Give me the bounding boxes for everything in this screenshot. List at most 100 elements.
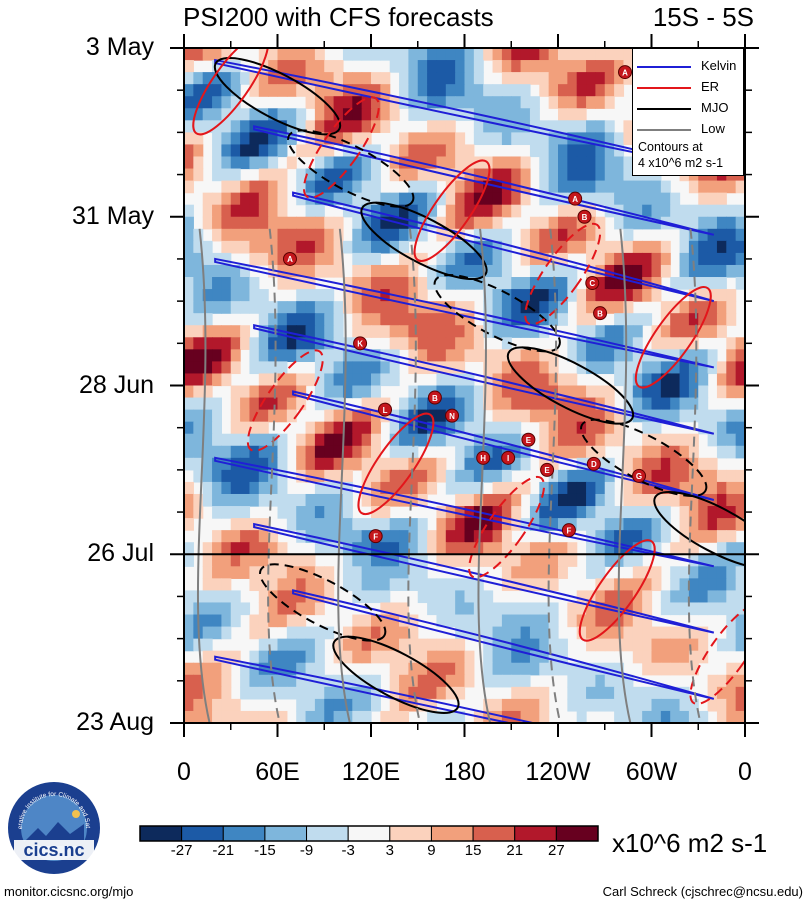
shading-cell (595, 361, 606, 375)
shading-cell (726, 493, 737, 507)
shading-cell (595, 192, 606, 206)
shading-cell (445, 277, 456, 290)
shading-cell (417, 192, 428, 206)
shading-cell (221, 710, 232, 723)
storm-marker: B (577, 209, 592, 224)
shading-cell (371, 325, 381, 338)
shading-cell (361, 590, 372, 604)
shading-cell (212, 216, 222, 230)
shading-cell (492, 530, 503, 543)
shading-cell (567, 542, 578, 555)
shading-cell (361, 361, 372, 375)
shading-cell (698, 602, 709, 616)
shading-cell (371, 638, 381, 652)
shading-cell (427, 264, 438, 278)
shading-cell (455, 144, 466, 158)
shading-cell (230, 337, 241, 350)
shading-cell (726, 361, 737, 375)
shading-cell (492, 542, 503, 555)
shading-cell (399, 445, 409, 459)
ytick-label: 26 Jul (87, 539, 154, 568)
shading-cell (445, 650, 456, 664)
shading-cell (408, 578, 419, 592)
shading-cell (258, 349, 269, 362)
storm-marker: A (282, 251, 297, 266)
shading-cell (735, 493, 745, 507)
shading-cell (576, 602, 587, 616)
shading-cell (473, 180, 484, 194)
shading-cell (576, 349, 587, 362)
shading-cell (427, 108, 438, 121)
shading-cell (202, 662, 213, 676)
shading-cell (642, 457, 653, 471)
shading-cell (333, 252, 344, 266)
shading-cell (268, 638, 279, 652)
shading-cell (614, 301, 625, 314)
shading-cell (660, 240, 671, 254)
shading-cell (586, 518, 596, 531)
shading-cell (389, 445, 400, 459)
shading-cell (548, 120, 559, 133)
shading-cell (333, 518, 344, 531)
shading-cell (305, 120, 316, 133)
shading-cell (230, 180, 241, 194)
shading-cell (735, 252, 745, 266)
shading-cell (614, 506, 625, 519)
shading-cell (408, 289, 419, 302)
shading-cell (380, 228, 391, 242)
shading-cell (212, 192, 222, 206)
shading-cell (492, 60, 503, 73)
shading-cell (202, 204, 213, 218)
shading-cell (268, 84, 279, 97)
shading-cell (249, 144, 260, 158)
shading-cell (240, 192, 251, 206)
shading-cell (586, 216, 596, 230)
shading-cell (258, 554, 269, 567)
shading-cell (286, 650, 297, 664)
shading-cell (483, 469, 494, 483)
shading-cell (333, 361, 344, 375)
shading-cell (511, 614, 522, 628)
shading-cell (492, 301, 503, 314)
shading-cell (539, 192, 550, 206)
shading-cell (202, 409, 213, 423)
shading-cell (660, 469, 671, 483)
shading-cell (651, 650, 662, 664)
shading-cell (184, 590, 194, 604)
shading-cell (632, 289, 643, 302)
shading-cell (212, 433, 222, 447)
shading-cell (221, 156, 232, 170)
shading-cell (660, 650, 671, 664)
shading-cell (427, 542, 438, 555)
shading-cell (567, 554, 578, 567)
shading-cell (483, 542, 494, 555)
shading-cell (445, 614, 456, 628)
shading-cell (455, 650, 466, 664)
shading-cell (249, 337, 260, 350)
shading-cell (389, 698, 400, 712)
shading-cell (716, 698, 727, 712)
shading-cell (184, 373, 194, 387)
shading-cell (558, 373, 568, 387)
shading-cell (305, 445, 316, 459)
shading-cell (660, 337, 671, 350)
shading-cell (735, 626, 745, 640)
shading-cell (193, 385, 204, 399)
shading-cell (240, 72, 251, 85)
shading-cell (417, 662, 428, 676)
shading-cell (324, 493, 335, 507)
footer-url[interactable]: monitor.cicsnc.org/mjo (4, 884, 134, 899)
er-contour (634, 286, 712, 389)
shading-cell (511, 433, 522, 447)
shading-cell (305, 650, 316, 664)
shading-cell (352, 457, 363, 471)
shading-cell (660, 530, 671, 543)
shading-cell (455, 277, 466, 290)
shading-cell (249, 240, 260, 254)
shading-cell (604, 361, 615, 375)
storm-marker: L (378, 402, 393, 417)
shading-cell (427, 602, 438, 616)
shading-cell (184, 518, 194, 531)
shading-cell (212, 264, 222, 278)
shading-cell (230, 240, 241, 254)
